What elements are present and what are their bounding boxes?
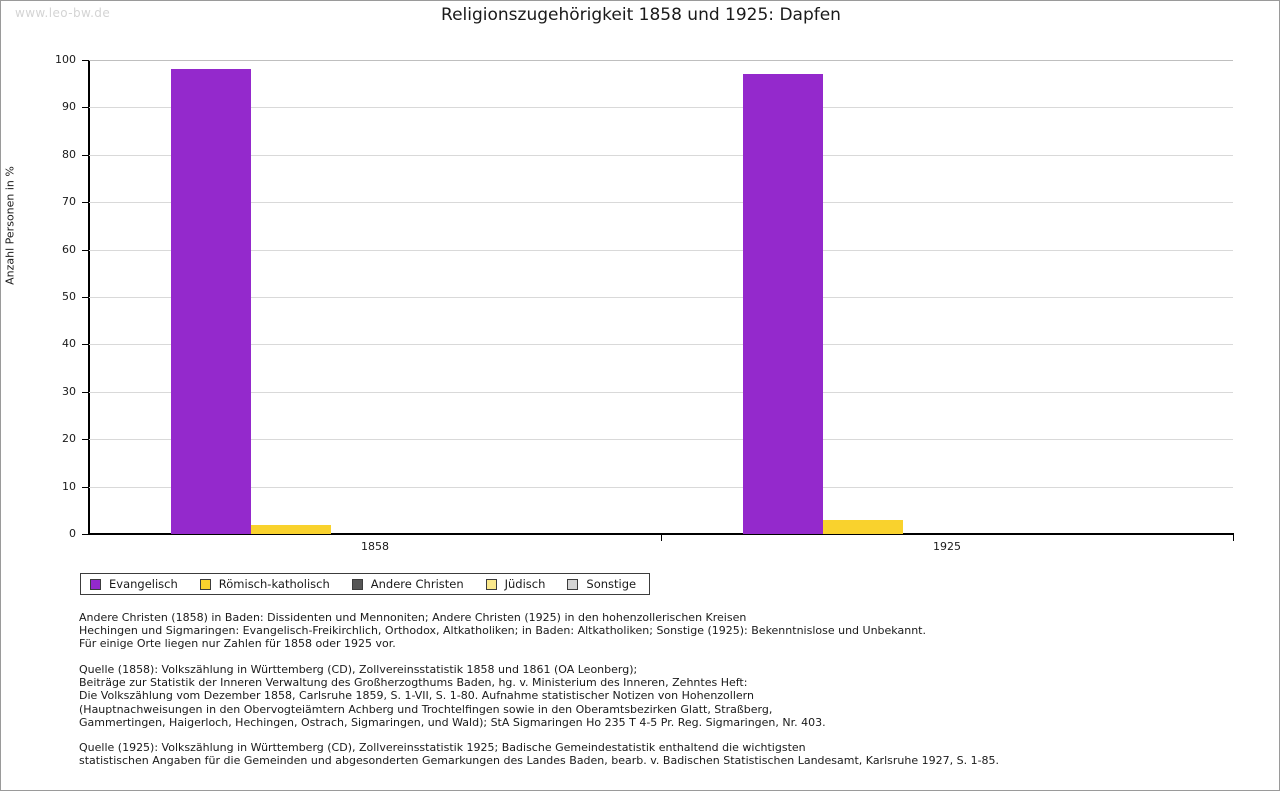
note-line: Quelle (1925): Volkszählung in Württembe…	[79, 741, 806, 754]
legend-swatch-icon	[485, 578, 497, 590]
legend-swatch-icon	[90, 578, 101, 590]
y-tick-label: 10	[62, 479, 76, 493]
note-line: Andere Christen (1858) in Baden: Disside…	[79, 611, 747, 624]
legend-item[interactable]: Andere Christen	[351, 577, 464, 591]
gridline	[89, 344, 1233, 346]
y-tick-mark	[82, 344, 89, 346]
x-axis-end-tick	[1233, 535, 1234, 541]
bar[interactable]	[743, 74, 823, 534]
note-definitions: Andere Christen (1858) in Baden: Disside…	[79, 611, 926, 651]
y-tick-mark	[82, 391, 89, 393]
y-tick-mark	[82, 60, 89, 61]
note-source-1858: Quelle (1858): Volkszählung in Württembe…	[79, 663, 826, 729]
y-tick-label: 40	[62, 337, 76, 351]
x-tick-label: 1925	[933, 540, 961, 553]
gridline	[89, 297, 1233, 298]
legend-label: Evangelisch	[109, 577, 178, 591]
gridline	[89, 391, 1233, 393]
gridline	[89, 107, 1233, 109]
note-line: statistischen Angaben für die Gemeinden …	[79, 754, 1000, 768]
x-axis-line	[89, 533, 1234, 535]
legend-label: Andere Christen	[370, 577, 464, 591]
legend-item[interactable]: Römisch-katholisch	[199, 577, 330, 591]
legend-swatch-icon	[199, 578, 211, 590]
y-tick-label: 60	[62, 242, 76, 256]
y-tick-mark	[82, 249, 89, 251]
legend-item[interactable]: Jüdisch	[485, 577, 546, 591]
gridline	[89, 60, 1233, 61]
y-tick-mark	[82, 297, 89, 298]
y-tick-label: 0	[69, 527, 76, 540]
y-tick-label: 90	[62, 100, 76, 114]
page-title: Religionszugehörigkeit 1858 und 1925: Da…	[441, 5, 841, 25]
chart-legend: Evangelisch Römisch-katholisch Andere Chri…	[80, 573, 651, 595]
legend-label: Sonstige	[586, 577, 637, 591]
plot-area	[89, 60, 1233, 534]
watermark-text: www.leo-bw.de	[15, 6, 111, 20]
y-tick-label: 20	[62, 432, 76, 446]
legend-label: Jüdisch	[504, 577, 546, 591]
legend-item[interactable]: Evangelisch	[90, 577, 178, 591]
y-tick-mark	[82, 107, 89, 109]
note-source-1925: Quelle (1925): Volkszählung in Württembe…	[79, 741, 999, 767]
note-line: Beiträge zur Statistik der Inneren Verwa…	[79, 676, 748, 690]
gridline	[89, 154, 1233, 156]
x-tick-mark	[661, 535, 662, 541]
legend-swatch-icon	[567, 578, 579, 590]
gridline	[89, 202, 1233, 204]
y-tick-mark	[82, 202, 89, 204]
y-tick-label: 50	[62, 290, 76, 303]
x-tick-label: 1858	[361, 540, 389, 553]
legend-swatch-icon	[351, 578, 363, 590]
y-tick-label: 30	[62, 384, 76, 398]
legend-item[interactable]: Sonstige	[567, 577, 636, 591]
y-tick-label: 70	[62, 195, 76, 209]
bar[interactable]	[171, 69, 251, 534]
bar[interactable]	[251, 524, 331, 534]
gridline	[89, 439, 1233, 441]
note-line: Gammertingen, Haigerloch, Hechingen, Ost…	[79, 715, 826, 729]
gridline	[89, 249, 1233, 251]
legend-label: Römisch-katholisch	[218, 577, 330, 591]
y-tick-mark	[82, 486, 89, 488]
note-line: Für einige Orte liegen nur Zahlen für 18…	[79, 637, 396, 651]
y-axis-label: Anzahl Personen in %	[3, 166, 17, 285]
note-line: Hechingen und Sigmaringen: Evangelisch-F…	[79, 624, 926, 638]
y-tick-mark	[82, 154, 89, 156]
note-line: Quelle (1858): Volkszählung in Württembe…	[79, 663, 638, 676]
bar[interactable]	[823, 519, 903, 534]
note-line: (Hauptnachweisungen in den Obervogteiämt…	[79, 702, 773, 716]
y-tick-label: 100	[55, 53, 76, 66]
y-tick-mark	[82, 439, 89, 441]
note-line: Die Volkszählung vom Dezember 1858, Carl…	[79, 689, 754, 703]
gridline	[89, 486, 1233, 488]
y-tick-mark	[82, 534, 89, 535]
y-tick-label: 80	[62, 147, 76, 161]
